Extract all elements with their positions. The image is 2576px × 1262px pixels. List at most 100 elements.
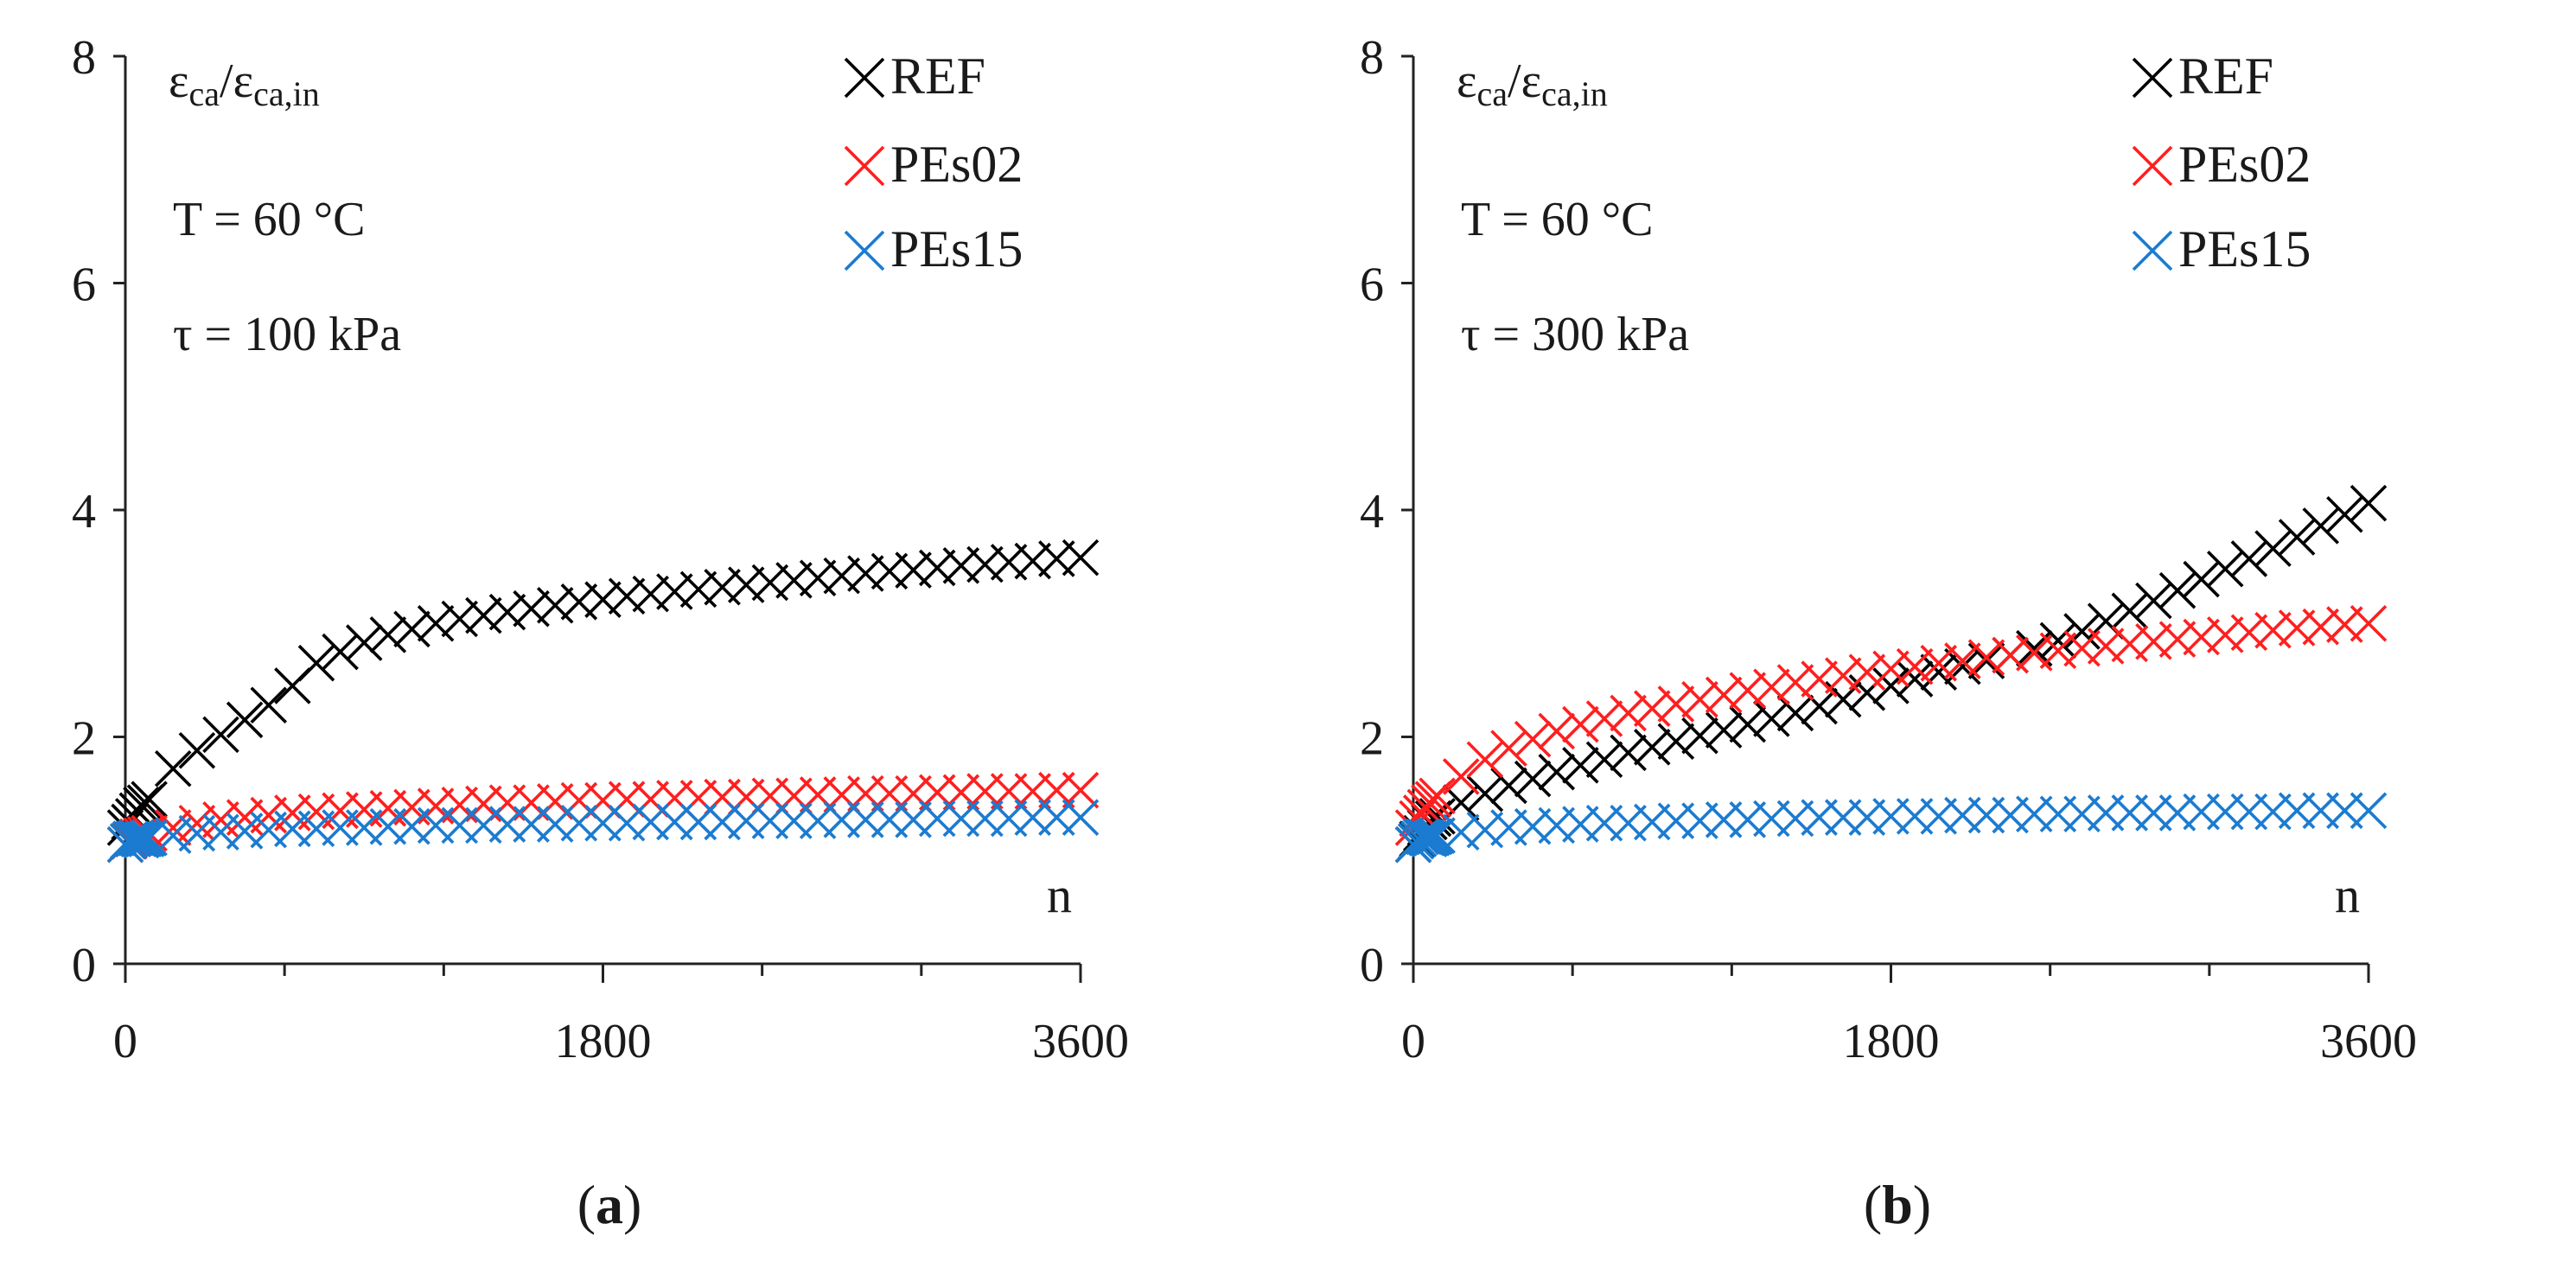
legend-marker [844, 145, 885, 187]
data-point [112, 820, 150, 857]
data-point [1776, 664, 1814, 701]
legend-label: PEs15 [2178, 220, 2311, 277]
data-point [1657, 685, 1695, 723]
data-point [1944, 642, 1981, 679]
series-pes15 [1394, 792, 2388, 864]
data-point [1705, 711, 1743, 749]
legend-item: PEs02 [844, 136, 1023, 193]
data-point [1490, 767, 1527, 805]
data-point [584, 581, 622, 618]
data-point [1419, 777, 1456, 815]
legend-label: REF [2178, 48, 2273, 105]
data-point [2302, 507, 2340, 545]
annotation-text: T = 60 °C [173, 193, 366, 246]
data-point [178, 731, 216, 769]
annotation-text: τ = 300 kPa [1461, 308, 1689, 361]
data-point [1729, 672, 1767, 709]
data-point [131, 781, 168, 818]
data-point [1681, 717, 1718, 755]
series-ref [106, 539, 1100, 846]
data-point [1896, 660, 1934, 698]
chart-panel-a: 0 2 4 6 8 0 1800 3600 εca/εca,in n T = 60 °C τ = 10… [72, 31, 1129, 1235]
annotation-text: τ = 100 kPa [173, 308, 401, 361]
data-point [345, 624, 383, 661]
legend-item: REF [844, 48, 985, 105]
data-point [1562, 747, 1599, 784]
data-point [1705, 676, 1743, 714]
data-point [2158, 571, 2197, 609]
legend-item: REF [2132, 48, 2273, 105]
y-axis-label: εca/εca,in [169, 54, 320, 113]
series-pes02 [1394, 604, 2388, 846]
data-point [1681, 680, 1718, 718]
data-point [441, 600, 479, 638]
data-point [2230, 540, 2268, 577]
chart-panel-b: 0 2 4 6 8 0 1800 3600 εca/εca,in n T = 60 °C τ = 30… [1288, 0, 2576, 1262]
legend-marker [844, 57, 885, 99]
data-point [1824, 657, 1862, 694]
y-tick-label: 4 [1360, 485, 1384, 539]
data-point [1442, 758, 1480, 795]
data-point [178, 804, 216, 842]
annotation-text: T = 60 °C [1461, 193, 1654, 246]
data-point [417, 604, 455, 642]
data-point [2350, 792, 2388, 830]
data-point [202, 716, 239, 754]
data-point [1062, 799, 1100, 836]
legend-label: REF [890, 48, 985, 105]
data-point [2183, 560, 2220, 598]
data-point [1585, 700, 1623, 737]
data-point [2111, 592, 2149, 630]
data-point [1729, 705, 1767, 743]
data-point [369, 616, 407, 653]
data-point [536, 586, 574, 624]
y-tick-label: 8 [72, 31, 96, 85]
panel-caption: (a) [577, 1174, 642, 1235]
y-tick-label: 0 [72, 939, 96, 992]
data-point [2254, 530, 2292, 567]
y-tick-label: 6 [72, 258, 96, 312]
data-point [513, 590, 550, 628]
data-point [1633, 729, 1671, 766]
data-point [1466, 774, 1504, 813]
data-point [2039, 621, 2077, 660]
legend-marker [2132, 230, 2173, 271]
y-tick-label: 6 [1360, 258, 1384, 312]
legend-label: PEs15 [890, 220, 1023, 277]
legend-marker [844, 230, 885, 271]
data-point [154, 749, 192, 787]
data-point [2350, 604, 2388, 642]
data-point [297, 644, 335, 682]
data-point [1657, 723, 1695, 761]
y-tick-label: 0 [1360, 939, 1384, 992]
data-point [125, 820, 163, 857]
data-point [1872, 667, 1910, 704]
x-tick-label: 3600 [2320, 1015, 2417, 1068]
x-tick-label: 1800 [1843, 1015, 1940, 1068]
data-point [2206, 550, 2244, 588]
data-point [2135, 582, 2172, 620]
data-point [488, 593, 526, 631]
legend-item: PEs15 [2132, 220, 2311, 277]
legend-marker [2132, 145, 2173, 187]
data-point [1920, 653, 1958, 691]
panel-caption: (b) [1864, 1174, 1931, 1235]
data-point [1538, 753, 1576, 791]
x-tick-label: 0 [113, 1015, 137, 1068]
data-point [1490, 730, 1527, 767]
data-point [2278, 519, 2316, 556]
data-point [1514, 760, 1552, 798]
legend-item: PEs15 [844, 220, 1023, 277]
data-point [1776, 694, 1814, 732]
y-tick-label: 4 [72, 485, 96, 539]
data-point [1753, 668, 1790, 706]
data-point [2063, 613, 2101, 650]
data-point [1610, 734, 1647, 772]
x-tick-label: 3600 [1032, 1015, 1129, 1068]
x-tick-label: 0 [1401, 1015, 1425, 1068]
y-tick-label: 2 [72, 712, 96, 766]
data-point [2350, 484, 2388, 522]
data-point [1610, 694, 1647, 732]
series-ref [1394, 484, 2388, 864]
data-point [226, 701, 264, 739]
